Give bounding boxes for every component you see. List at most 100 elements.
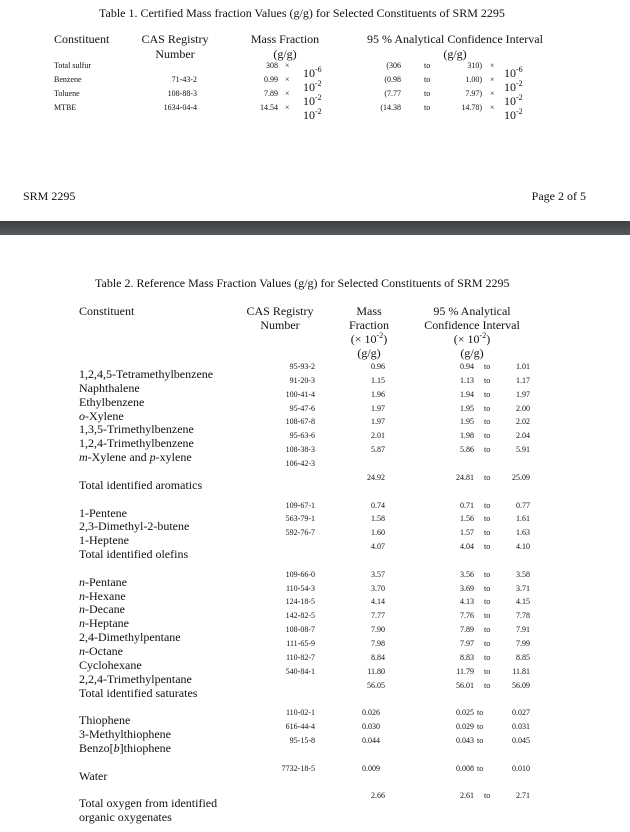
header-line: 95 % Analytical <box>433 304 511 318</box>
name-part: o <box>79 408 85 423</box>
table-row: Total identified olefins 4.07 4.04 to 4.10 <box>79 542 530 562</box>
name-part: Total identified saturates <box>79 685 198 700</box>
name-part: 1,2,4-Trimethylbenzene <box>79 436 194 451</box>
base: 10 <box>303 80 315 94</box>
base: 10 <box>504 66 516 80</box>
power-of-ten: 10-2 <box>504 80 523 95</box>
name-part: -Hexane <box>85 588 126 603</box>
header-line: (× 10-2) <box>402 331 542 347</box>
header-line: Confidence Interval <box>424 318 520 332</box>
header-exponent: -2 <box>479 331 487 340</box>
name-part: p <box>149 450 156 465</box>
constituent-name: 1-Heptene <box>79 533 129 547</box>
name-part: m <box>79 450 88 465</box>
name-part: Cyclohexane <box>79 657 142 672</box>
exponent: -2 <box>516 93 523 102</box>
name-part: Ethylbenzene <box>79 394 145 409</box>
constituent-name: Naphthalene <box>79 381 140 395</box>
base: 10 <box>504 80 516 94</box>
table-row: Naphthalene 91-20-3 1.15 1.13 to 1.17 <box>79 375 530 395</box>
name-part: 2,3-Dimethyl-2-butene <box>79 519 190 534</box>
name-part: -Xylene <box>85 408 124 423</box>
table-row: n-Octane 111-65-9 7.98 7.97 to 7.99 <box>79 639 530 659</box>
table-row: Cyclohexane 110-82-7 8.84 8.83 to 8.85 <box>79 652 530 672</box>
table2-header-constituent: Constituent <box>79 304 135 318</box>
constituent-name: 1,3,5-Trimethylbenzene <box>79 422 194 436</box>
base: 10 <box>303 108 315 122</box>
header-line: Mass <box>356 304 382 318</box>
header-line: CAS Registry <box>141 32 209 46</box>
table2-title: Table 2. Reference Mass Fraction Values … <box>95 276 510 290</box>
table2-header-cas: CAS Registry Number <box>230 304 330 332</box>
header-line: (g/g) <box>460 346 484 360</box>
table1-header-constituent: Constituent <box>54 32 110 46</box>
footer-page-number: Page 2 of 5 <box>531 189 586 203</box>
name-part: Total identified aromatics <box>79 477 203 492</box>
power-of-ten: 10-2 <box>303 79 322 95</box>
exponent: -6 <box>315 65 322 74</box>
constituent-name: 3-Methylthiophene <box>79 727 171 741</box>
name-part: -Octane <box>85 644 123 658</box>
base: 10 <box>303 66 315 80</box>
constituent-name: Ethylbenzene <box>79 395 144 409</box>
constituent-name: 1-Pentene <box>79 506 127 520</box>
header-text: (× 10 <box>453 332 480 346</box>
name-part: n <box>79 588 85 603</box>
constituent-name: 2,3-Dimethyl-2-butene <box>79 519 189 533</box>
name-part: b <box>113 740 120 755</box>
power-of-ten: 10-2 <box>303 94 322 109</box>
constituent-name: Water <box>79 769 107 783</box>
header-line: Number <box>155 47 195 61</box>
page-separator <box>0 221 630 235</box>
name-part: -Xylene and <box>87 450 150 465</box>
name-part: 3-Methylthiophene <box>79 727 171 742</box>
exponent: -2 <box>315 79 322 88</box>
table-row: Toluene 108-88-3 7.89 × 10-2 (7.77 to 7.97) × 10-… <box>54 89 523 109</box>
power-of-ten: 10-2 <box>504 93 523 109</box>
name-part: 2,2,4-Trimethylpentane <box>79 671 192 686</box>
table2-header-mass: Mass Fraction (× 10-2) (g/g) <box>329 304 409 360</box>
header-line: 95 % Analytical Confidence Interval <box>367 32 543 46</box>
name-part: organic oxygenates <box>79 810 172 825</box>
constituent-name: Thiophene <box>79 713 130 727</box>
header-line: Fraction <box>349 318 389 332</box>
name-part: 2,4-Dimethylpentane <box>79 630 181 645</box>
name-part: Water <box>79 768 108 783</box>
exponent: -2 <box>315 107 322 116</box>
constituent-name: n-Octane <box>79 644 123 658</box>
header-line: (g/g) <box>273 47 297 61</box>
base: 10 <box>504 108 516 122</box>
exponent: -2 <box>516 107 523 116</box>
constituent-name: n-Heptane <box>79 616 129 630</box>
table-row: Thiophene 110-02-1 0.026 0.025 to 0.027 <box>79 708 530 728</box>
header-text: (× 10 <box>350 332 377 346</box>
header-exponent: -2 <box>376 331 384 340</box>
exponent: -6 <box>516 65 523 74</box>
header-line: (g/g) <box>443 47 467 61</box>
power-of-ten: 10-6 <box>504 65 523 81</box>
name-part: -Pentane <box>85 574 127 589</box>
name-part: n <box>79 644 85 658</box>
constituent-name: Benzo[b]thiophene <box>79 741 171 755</box>
table2-header-ci: 95 % Analytical Confidence Interval (× 1… <box>402 304 542 360</box>
power-of-ten: 10-2 <box>504 107 523 123</box>
name-part: n <box>79 602 85 617</box>
name-part: n <box>79 574 85 589</box>
name-part: Thiophene <box>79 713 131 728</box>
header-text: ) <box>486 332 491 346</box>
header-line: Mass Fraction <box>250 32 320 46</box>
table-row: Ethylbenzene 100-41-4 1.96 1.94 to 1.97 <box>79 389 530 409</box>
name-part: Naphthalene <box>79 380 140 395</box>
name-part: -Decane <box>85 602 125 617</box>
table-row: Total oxygen from identified 2.66 2.61 to 2.… <box>79 791 530 811</box>
base: 10 <box>504 94 516 108</box>
table1-header-ci: 95 % Analytical Confidence Interval (g/g… <box>355 32 555 62</box>
constituent-name: n-Pentane <box>79 575 127 589</box>
table-row: 2,4-Dimethylpentane 108-08-7 7.90 7.89 to 7.9… <box>79 625 530 645</box>
header-line: Number <box>260 318 300 332</box>
footer-doc-id: SRM 2295 <box>23 189 76 203</box>
name-part: 1-Heptene <box>79 533 129 548</box>
table-row: 1,2,4,5-Tetramethylbenzene 95-93-2 0.96 0.9… <box>79 362 530 382</box>
table-row: Total identified aromatics 24.92 24.81 to 25… <box>79 472 530 492</box>
constituent-name: Total identified aromatics <box>79 478 202 492</box>
